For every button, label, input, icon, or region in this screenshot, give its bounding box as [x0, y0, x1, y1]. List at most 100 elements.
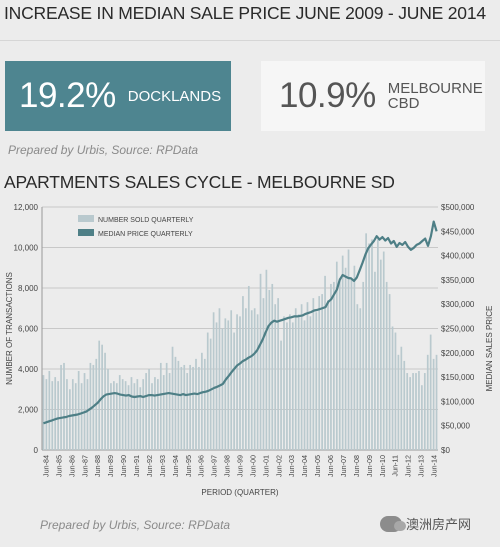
bar [347, 249, 350, 450]
bar [45, 379, 48, 450]
x-tick-label: Jun-11 [391, 455, 400, 476]
bar [77, 371, 80, 450]
y-tick-right: $150,000 [441, 373, 475, 382]
bar [136, 379, 139, 450]
bar [268, 290, 271, 450]
bar [362, 281, 365, 450]
bar [139, 387, 142, 450]
x-tick-label: Jun-97 [210, 455, 219, 477]
bar [209, 338, 212, 450]
bar [224, 318, 227, 450]
bar [63, 362, 65, 450]
bar [69, 389, 71, 450]
y-tick-left: 6,000 [18, 325, 39, 334]
watermark: 澳洲房产网 [380, 514, 471, 533]
bar [236, 314, 238, 450]
bar [406, 373, 409, 450]
bar [429, 334, 432, 450]
median-price-line [43, 220, 438, 425]
bar [239, 316, 241, 450]
x-tick-label: Jun-03 [287, 455, 296, 477]
x-tick-label: Jun-10 [378, 455, 387, 477]
stat-cbd-label-line2: CBD [387, 95, 420, 112]
bar [350, 279, 353, 450]
bar [124, 381, 127, 450]
bar [265, 269, 268, 450]
y-tick-right: $200,000 [441, 349, 475, 358]
bar [341, 255, 344, 450]
bar [227, 320, 230, 450]
y-tick-right: $350,000 [441, 276, 475, 285]
x-tick-label: Jun-99 [236, 455, 245, 477]
y-tick-right: $250,000 [441, 325, 475, 334]
x-tick-label: Jun-85 [54, 455, 63, 477]
bar [247, 285, 250, 450]
x-axis-title: PERIOD (QUARTER) [201, 488, 279, 497]
stat-docklands: 19.2% DOCKLANDS [5, 61, 231, 131]
chart-source: Prepared by Urbis, Source: RPData [40, 518, 231, 532]
stat-cbd-value: 10.9% [279, 76, 376, 115]
bar [324, 275, 326, 450]
x-tick-label: Jun-87 [80, 455, 89, 477]
x-tick-label: Jun-07 [339, 455, 348, 477]
bar [335, 261, 338, 450]
y-tick-left: 2,000 [18, 406, 39, 415]
x-tick-label: Jun-91 [132, 455, 141, 477]
bar [151, 383, 153, 450]
bar [421, 385, 423, 450]
y-tick-right: $50,000 [441, 422, 470, 431]
bar [374, 271, 376, 450]
bar [42, 375, 45, 450]
bar [218, 308, 221, 450]
legend-swatch-bars [78, 215, 94, 222]
bar [51, 381, 54, 450]
bar [303, 320, 306, 450]
bar [330, 283, 332, 450]
bar [359, 308, 362, 450]
legend-label-bars: NUMBER SOLD QUARTERLY [98, 217, 194, 224]
bar [195, 358, 197, 450]
x-tick-label: Jun-04 [300, 455, 309, 477]
bar [80, 383, 83, 450]
y-axis-title-right: MEDIAN SALES PRICE [485, 306, 494, 392]
bar [113, 381, 115, 450]
bar [259, 273, 262, 450]
bar [388, 294, 391, 450]
stat-cbd-label: MELBOURNE CBD [388, 81, 483, 111]
bar [89, 362, 92, 450]
bar [397, 354, 400, 450]
y-tick-left: 12,000 [14, 203, 39, 212]
bar [186, 373, 189, 450]
bar [294, 308, 297, 450]
bar [286, 322, 288, 450]
bar [309, 316, 312, 450]
bar [212, 312, 215, 450]
bar [168, 373, 171, 450]
bar [315, 312, 318, 450]
bar [48, 371, 51, 450]
x-tick-label: Jun-01 [261, 455, 270, 477]
bar [127, 385, 130, 450]
bar [368, 243, 370, 450]
bar [333, 281, 335, 450]
y-tick-left: 4,000 [18, 365, 39, 374]
y-tick-right: $0 [441, 446, 450, 455]
x-tick-label: Jun-95 [184, 455, 193, 477]
x-tick-label: Jun-06 [326, 455, 335, 477]
bar [280, 340, 282, 450]
bar [233, 332, 235, 450]
bar [86, 379, 89, 450]
bar [262, 298, 265, 450]
stat-cbd-label-line1: MELBOURNE [387, 80, 483, 97]
y-tick-left: 8,000 [18, 284, 39, 293]
x-tick-label: Jun-90 [119, 455, 128, 477]
bar [192, 366, 194, 450]
bar [250, 310, 253, 450]
bar [391, 326, 394, 450]
bar [180, 366, 183, 450]
bar [174, 356, 177, 450]
bar [318, 296, 321, 450]
bar [412, 373, 414, 450]
bar [274, 304, 277, 450]
